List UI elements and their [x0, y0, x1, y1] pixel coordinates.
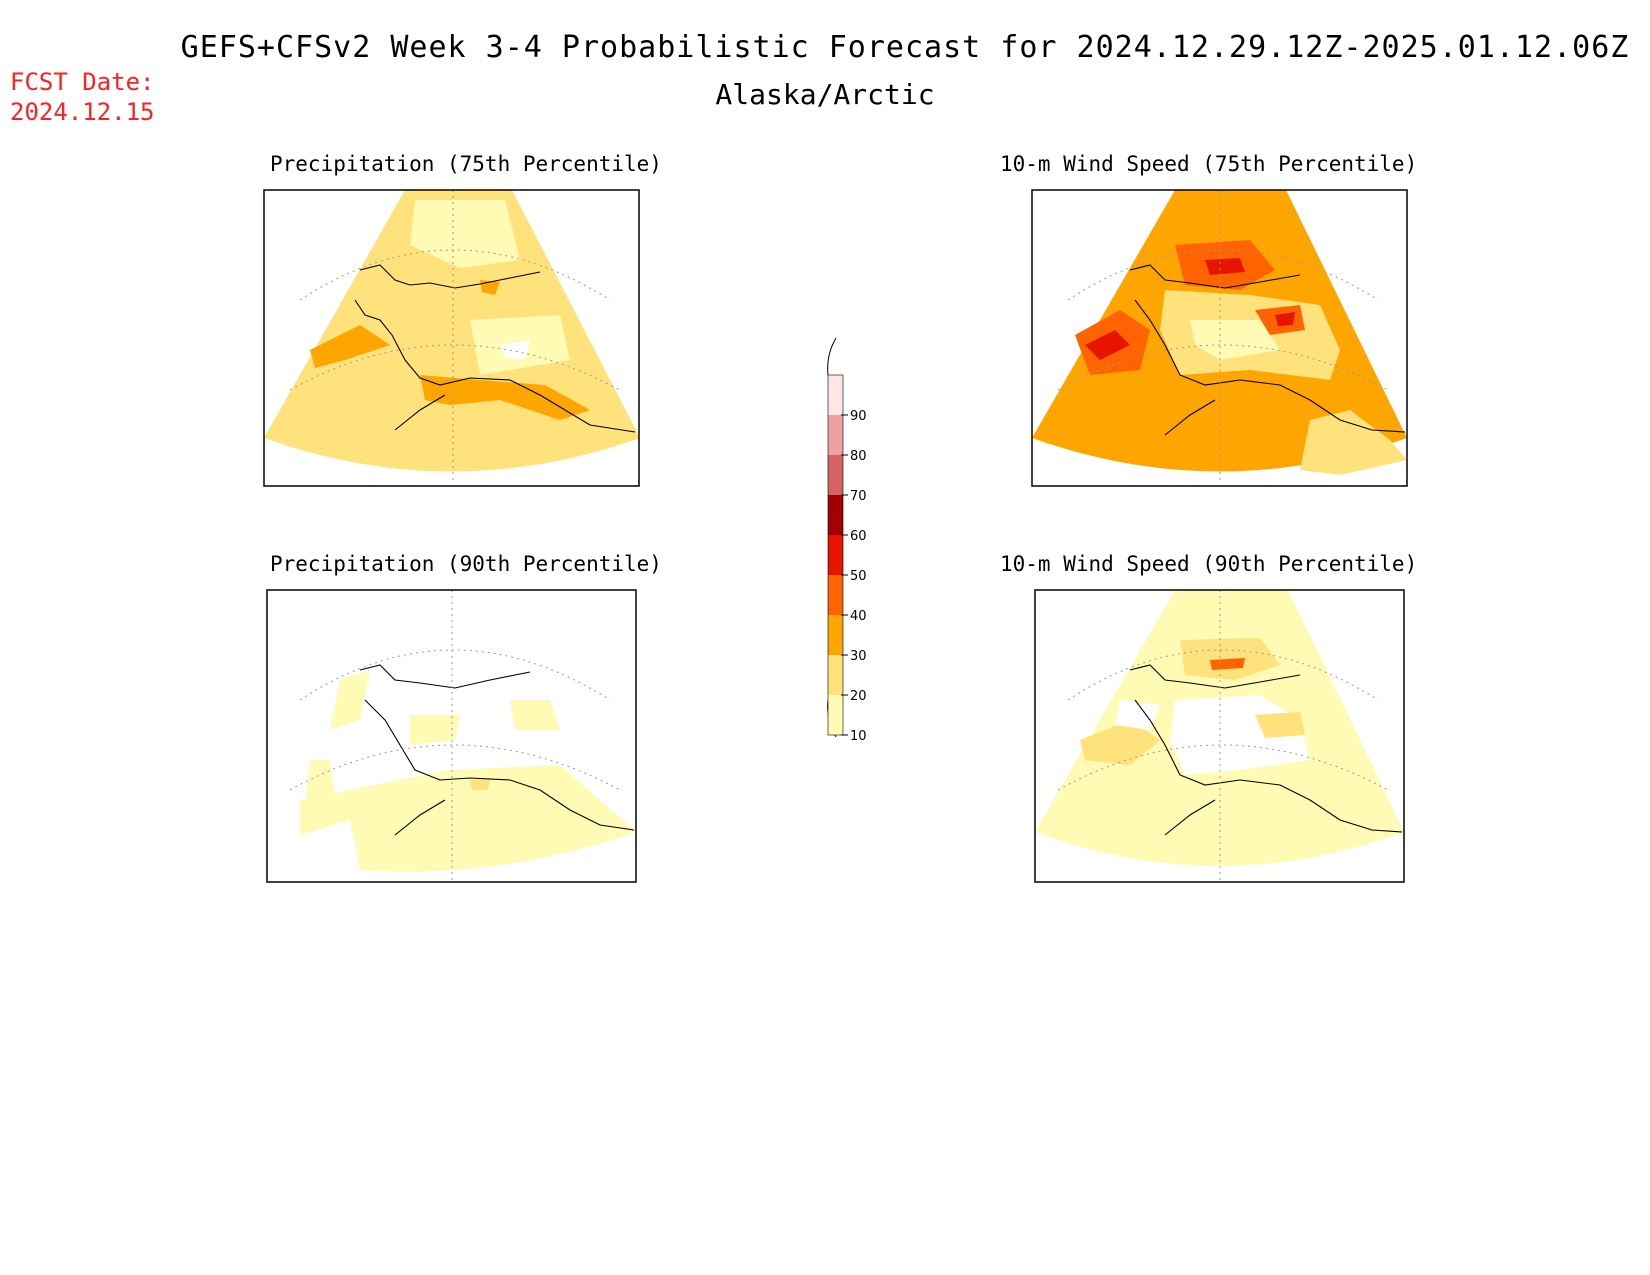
frame-precip-75 [263, 189, 640, 487]
panel-title-wind-75: 10-m Wind Speed (75th Percentile) [1000, 152, 1418, 176]
colorbar-swatch-60 [828, 495, 843, 535]
map-wind-90 [1035, 590, 1404, 880]
colorbar-label-50: 50 [850, 569, 867, 584]
panel-title-precip-90: Precipitation (90th Percentile) [270, 552, 662, 576]
colorbar-top-end [827, 337, 837, 376]
frame-wind-75 [1031, 189, 1408, 487]
panel-title-precip-75: Precipitation (75th Percentile) [270, 152, 662, 176]
colorbar-label-40: 40 [850, 609, 867, 624]
map-wind-75 [1032, 190, 1407, 480]
colorbar-label-90: 90 [850, 409, 867, 424]
colorbar-swatch-30 [828, 615, 843, 655]
colorbar-swatch-70 [828, 455, 843, 495]
colorbar-border [827, 374, 844, 736]
colorbar-swatch-40 [828, 575, 843, 615]
frame-precip-90 [266, 589, 637, 883]
colorbar-label-70: 70 [850, 489, 867, 504]
figure-subtitle: Alaska/Arctic [715, 78, 935, 111]
colorbar-label-20: 20 [850, 689, 867, 704]
colorbar: 10 20 30 40 50 60 70 80 90 [827, 337, 867, 744]
map-precip-90 [267, 590, 636, 880]
map-precip-75 [264, 190, 639, 480]
colorbar-label-30: 30 [850, 649, 867, 664]
fcst-date-value: 2024.12.15 [10, 98, 155, 126]
colorbar-swatch-10 [828, 695, 843, 735]
panel-title-wind-90: 10-m Wind Speed (90th Percentile) [1000, 552, 1418, 576]
colorbar-swatch-90 [828, 375, 843, 415]
colorbar-label-10: 10 [850, 729, 867, 744]
figure-title: GEFS+CFSv2 Week 3-4 Probabilistic Foreca… [180, 30, 1630, 65]
colorbar-swatch-20 [828, 655, 843, 695]
frame-wind-90 [1034, 589, 1405, 883]
colorbar-label-60: 60 [850, 529, 867, 544]
colorbar-swatch-80 [828, 415, 843, 455]
colorbar-label-80: 80 [850, 449, 867, 464]
colorbar-swatch-50 [828, 535, 843, 575]
fcst-date-label: FCST Date: [10, 68, 155, 96]
